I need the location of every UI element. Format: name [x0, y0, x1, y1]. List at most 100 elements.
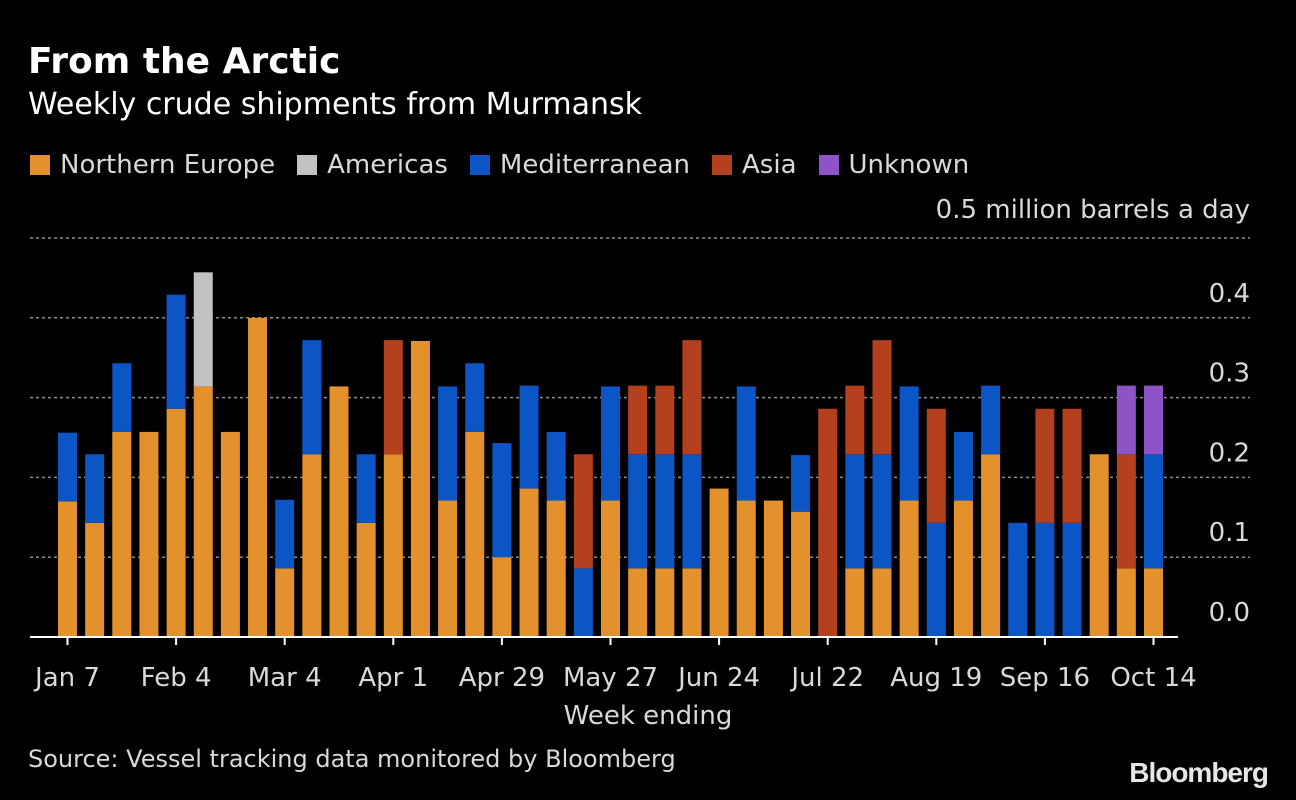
bar-segment	[356, 454, 376, 523]
bar-segment	[926, 408, 946, 523]
legend-label-mediterranean: Mediterranean	[499, 150, 691, 180]
bar-segment	[1144, 454, 1163, 569]
bar-segment	[1008, 522, 1028, 637]
bar-segment	[329, 386, 349, 637]
bar-segment	[58, 501, 77, 637]
bar-segment	[275, 568, 295, 637]
legend-swatch-unknown	[818, 155, 839, 175]
bar-segment	[275, 499, 295, 569]
y-tick-label: 0.3	[1209, 359, 1250, 389]
bloomberg-logo: Bloomberg	[1129, 757, 1269, 788]
bar-segment	[519, 488, 539, 637]
x-tick-label: Mar 4	[248, 663, 322, 693]
x-tick-label: Sep 16	[1000, 663, 1090, 693]
chart-subtitle: Weekly crude shipments from Murmansk	[28, 87, 643, 122]
bar-segment	[682, 454, 702, 569]
bar-segment	[166, 294, 186, 409]
bar-segment	[1116, 385, 1136, 455]
x-tick-label: May 27	[563, 663, 658, 693]
bar-segment	[1035, 408, 1055, 523]
bar-segment	[926, 522, 946, 637]
bar-segment	[248, 317, 268, 637]
bar-segment	[573, 568, 593, 637]
bar-segment	[302, 454, 322, 637]
bar-segment	[1089, 454, 1109, 637]
bar-segment	[763, 500, 783, 637]
bar-segment	[655, 568, 675, 637]
unit-label: 0.5 million barrels a day	[936, 195, 1250, 225]
bar-segment	[655, 385, 675, 455]
bar-segment	[682, 568, 702, 637]
bar-segment	[628, 385, 648, 455]
bar-segment	[193, 386, 213, 637]
bar-segment	[546, 500, 566, 637]
bar-segment	[302, 340, 322, 455]
legend-swatch-asia	[712, 155, 733, 175]
bar-segment	[628, 568, 648, 637]
bar-segment	[383, 340, 403, 455]
bar-segment	[601, 386, 620, 501]
bar-segment	[465, 431, 485, 637]
bar-segment	[601, 500, 620, 637]
x-tick-label: Feb 4	[141, 663, 212, 693]
legend-item-asia: Asia	[712, 150, 797, 180]
bar-segment	[112, 431, 132, 637]
source-note: Source: Vessel tracking data monitored b…	[28, 745, 676, 773]
bar-segment	[1144, 385, 1163, 455]
bar-segment	[438, 500, 458, 637]
bar-segment	[899, 386, 919, 501]
bar-segment	[872, 454, 892, 569]
x-tick-label: Oct 14	[1110, 663, 1196, 693]
bar-segment	[58, 432, 77, 502]
legend-item-americas: Americas	[297, 150, 448, 180]
bar-segment	[139, 431, 159, 637]
y-tick-label: 0.0	[1209, 598, 1250, 628]
bar-segment	[465, 363, 485, 432]
legend-item-northern-europe: Northern Europe	[30, 150, 275, 180]
legend-label-unknown: Unknown	[848, 150, 970, 180]
legend-item-mediterranean: Mediterranean	[469, 150, 691, 180]
y-tick-label: 0.2	[1209, 438, 1250, 468]
bar-segment	[818, 408, 838, 637]
bar-segment	[791, 455, 811, 512]
bar-segment	[899, 500, 919, 637]
bar-segment	[438, 386, 458, 501]
bar-segment	[981, 385, 1001, 455]
bar-segment	[410, 340, 430, 637]
bar-segment	[356, 522, 376, 637]
legend-swatch-mediterranean	[469, 155, 490, 175]
bar-segment	[1035, 522, 1055, 637]
bar-segment	[736, 386, 756, 501]
bar-segment	[845, 454, 865, 569]
legend-item-unknown: Unknown	[818, 150, 970, 180]
bar-segment	[682, 340, 702, 455]
bar-segment	[791, 511, 811, 637]
bar-segment	[573, 454, 593, 569]
x-tick-label: Apr 29	[459, 663, 545, 693]
bar-segment	[492, 443, 512, 558]
x-tick-label: Jan 7	[33, 663, 100, 693]
bar-segment	[546, 431, 566, 501]
legend-swatch-northern-europe	[30, 155, 50, 175]
bar-segment	[492, 557, 512, 637]
legend: Northern Europe Americas Mediterranean A…	[30, 150, 991, 180]
x-tick-label: Aug 19	[890, 663, 982, 693]
bar-segment	[628, 454, 648, 569]
bar-segment	[981, 454, 1001, 637]
bar-segment	[1116, 454, 1136, 569]
legend-swatch-americas	[297, 155, 318, 175]
x-tick-label: Jul 22	[789, 663, 864, 693]
bar-segment	[953, 500, 973, 637]
bar-segment	[872, 340, 892, 455]
bar-segment	[709, 488, 729, 637]
bar-segment	[655, 454, 675, 569]
bar-segment	[953, 431, 973, 501]
bar-segment	[845, 568, 865, 637]
bar-segment	[1116, 568, 1136, 637]
bar-segment	[85, 522, 105, 637]
bar-segment	[736, 500, 756, 637]
y-tick-label: 0.1	[1209, 518, 1250, 548]
x-axis-title: Week ending	[564, 701, 733, 731]
bar-segment	[845, 385, 865, 455]
chart-title: From the Arctic	[28, 41, 341, 82]
